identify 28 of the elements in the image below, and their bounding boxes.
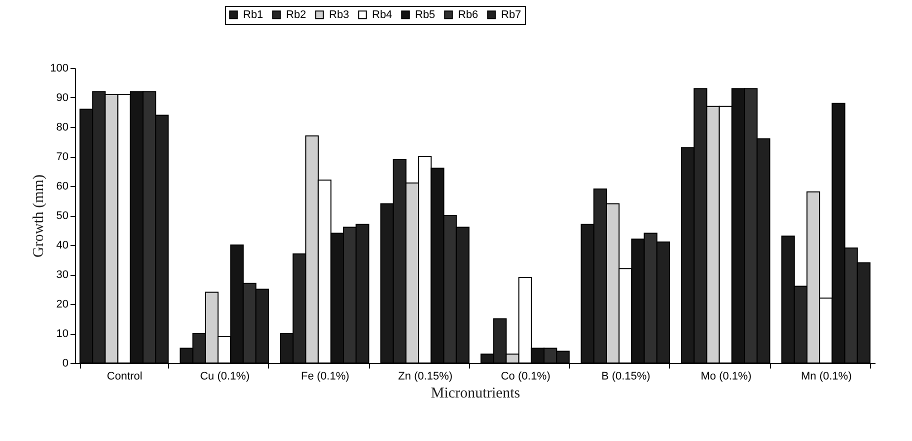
y-tick-label: 60: [56, 180, 68, 192]
y-tick-label: 40: [56, 240, 68, 252]
y-tick-label: 100: [50, 62, 68, 74]
x-tick-label: Co (0.1%): [500, 370, 550, 382]
y-tick-label: 30: [56, 269, 68, 281]
x-tick-label: Mo (0.1%): [700, 370, 752, 382]
x-tick-label: B (0.15%): [601, 370, 650, 382]
legend-label: Rb4: [372, 8, 392, 21]
y-tick-label: 90: [56, 92, 68, 104]
y-tick-label: 20: [56, 298, 68, 310]
x-tick-label: Fe (0.1%): [300, 370, 350, 382]
y-tick-label: 10: [56, 328, 68, 340]
y-tick-label: 50: [56, 210, 68, 222]
y-tick-label: 0: [62, 358, 68, 370]
x-axis-title: Micronutrients: [430, 386, 520, 402]
legend-label: Rb3: [329, 8, 350, 21]
legend-label: Rb2: [286, 8, 306, 21]
x-tick-label: Mn (0.1%): [801, 370, 852, 382]
y-tick-label: 70: [56, 151, 68, 163]
legend-label: Rb5: [415, 8, 436, 21]
legend-label: Rb7: [501, 8, 522, 21]
y-tick-label: 80: [56, 122, 68, 134]
x-tick-label: Cu (0.1%): [200, 370, 250, 382]
x-tick-label: Zn (0.15%): [398, 370, 453, 382]
legend-label: Rb1: [243, 8, 264, 21]
legend-label: Rb6: [458, 8, 478, 21]
x-tick-label: Control: [106, 370, 142, 382]
y-axis-title: Growth (mm): [31, 174, 48, 258]
